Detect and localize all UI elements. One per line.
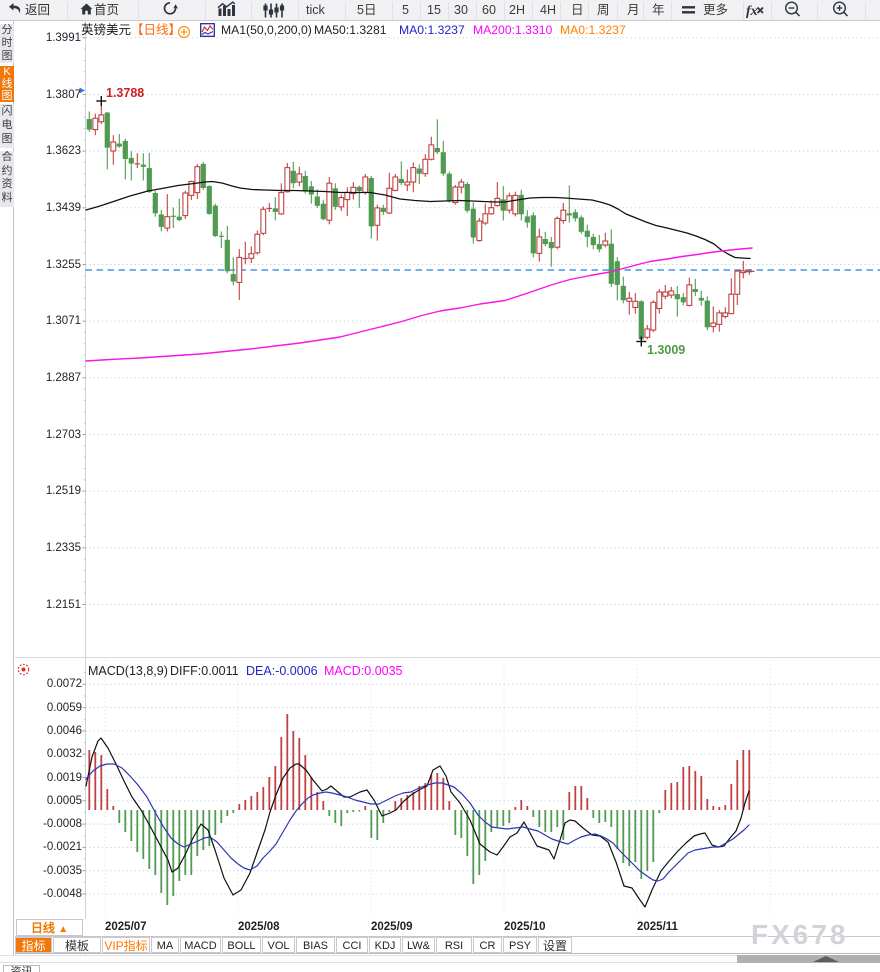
svg-text:fx: fx (746, 4, 758, 19)
